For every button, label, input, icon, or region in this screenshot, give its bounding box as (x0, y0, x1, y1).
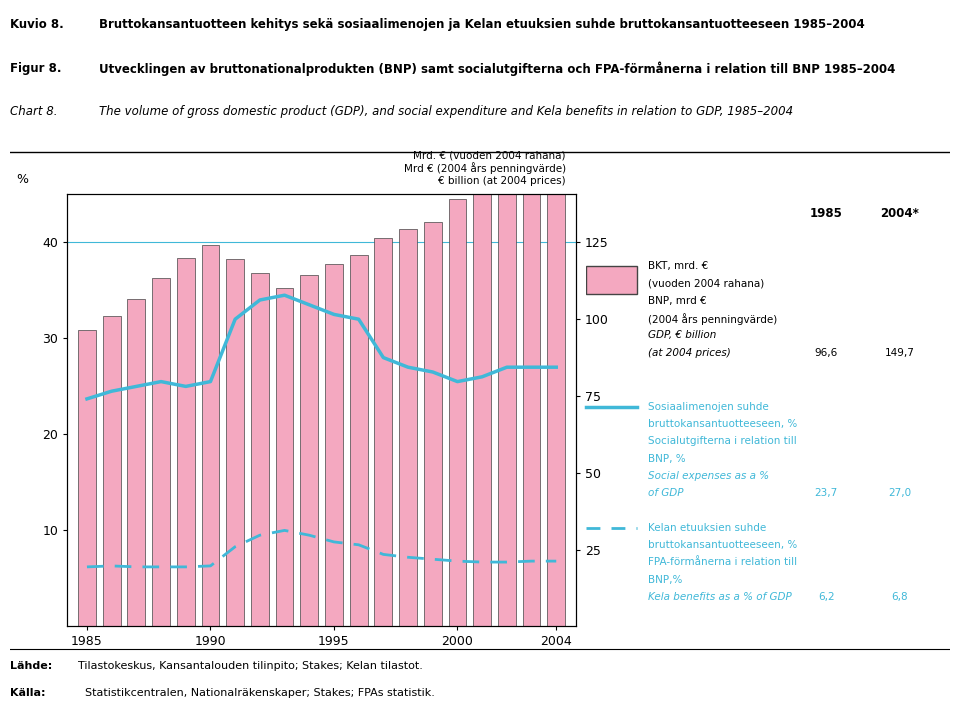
Text: Bruttokansantuotteen kehitys sekä sosiaalimenojen ja Kelan etuuksien suhde brutt: Bruttokansantuotteen kehitys sekä sosiaa… (99, 18, 865, 31)
Text: BKT, mrd. €: BKT, mrd. € (648, 261, 708, 271)
Text: Kela benefits as a % of GDP: Kela benefits as a % of GDP (648, 592, 791, 602)
Text: 27,0: 27,0 (888, 488, 911, 498)
Text: 2004*: 2004* (880, 207, 919, 220)
Bar (399, 228, 417, 626)
Text: Sosiaalimenojen suhde: Sosiaalimenojen suhde (648, 402, 768, 412)
Bar (424, 222, 442, 626)
Text: Chart 8.: Chart 8. (10, 105, 57, 119)
Text: BNP,%: BNP,% (648, 575, 682, 585)
Bar (448, 199, 467, 626)
Bar (300, 274, 318, 626)
Bar (374, 238, 393, 626)
Bar (153, 278, 170, 626)
Bar (103, 316, 121, 626)
Text: Statistikcentralen, Nationalräkenskaper; Stakes; FPAs statistik.: Statistikcentralen, Nationalräkenskaper;… (71, 688, 435, 698)
Text: 23,7: 23,7 (815, 488, 838, 498)
Text: BNP, %: BNP, % (648, 454, 685, 464)
Text: FPA-förmånerna i relation till: FPA-förmånerna i relation till (648, 557, 797, 567)
Bar (547, 166, 565, 626)
Text: (2004 års penningvärde): (2004 års penningvärde) (648, 313, 777, 325)
Bar (325, 264, 343, 626)
Text: (at 2004 prices): (at 2004 prices) (648, 348, 731, 358)
Text: Tilastokeskus, Kansantalouden tilinpito; Stakes; Kelan tilastot.: Tilastokeskus, Kansantalouden tilinpito;… (71, 661, 422, 671)
Text: The volume of gross domestic product (GDP), and social expenditure and Kela bene: The volume of gross domestic product (GD… (99, 105, 793, 119)
Bar (498, 186, 516, 626)
Text: 149,7: 149,7 (884, 348, 914, 358)
Text: Figur 8.: Figur 8. (10, 62, 61, 75)
Bar (78, 330, 96, 626)
Bar (128, 300, 145, 626)
Text: bruttokansantuotteeseen, %: bruttokansantuotteeseen, % (648, 540, 797, 550)
Text: Mrd. € (vuoden 2004 rahana)
Mrd € (2004 års penningvärde)
€ billion (at 2004 pri: Mrd. € (vuoden 2004 rahana) Mrd € (2004 … (404, 150, 565, 186)
Bar (473, 190, 491, 626)
Text: 1985: 1985 (810, 207, 843, 220)
Text: Socialutgifterna i relation till: Socialutgifterna i relation till (648, 436, 797, 446)
FancyBboxPatch shape (586, 266, 636, 294)
Bar (177, 258, 195, 626)
Text: 6,8: 6,8 (891, 592, 907, 602)
Bar (276, 289, 294, 626)
Text: Lähde:: Lähde: (10, 661, 52, 671)
Text: Kelan etuuksien suhde: Kelan etuuksien suhde (648, 523, 766, 533)
Text: GDP, € billion: GDP, € billion (648, 330, 716, 341)
Bar (202, 246, 219, 626)
Text: bruttokansantuotteeseen, %: bruttokansantuotteeseen, % (648, 419, 797, 429)
Bar (227, 259, 244, 626)
Text: %: % (16, 173, 28, 186)
Text: of GDP: of GDP (648, 488, 684, 498)
Bar (349, 255, 368, 626)
Text: Kuvio 8.: Kuvio 8. (10, 18, 63, 31)
Text: BNP, mrd €: BNP, mrd € (648, 296, 707, 306)
Text: (vuoden 2004 rahana): (vuoden 2004 rahana) (648, 279, 764, 289)
Text: Utvecklingen av bruttonationalprodukten (BNP) samt socialutgifterna och FPA-förm: Utvecklingen av bruttonationalprodukten … (99, 62, 896, 76)
Bar (251, 273, 269, 626)
Text: 6,2: 6,2 (818, 592, 834, 602)
Bar (522, 181, 540, 626)
Text: 96,6: 96,6 (815, 348, 838, 358)
Text: Källa:: Källa: (10, 688, 45, 698)
Text: Social expenses as a %: Social expenses as a % (648, 471, 769, 481)
